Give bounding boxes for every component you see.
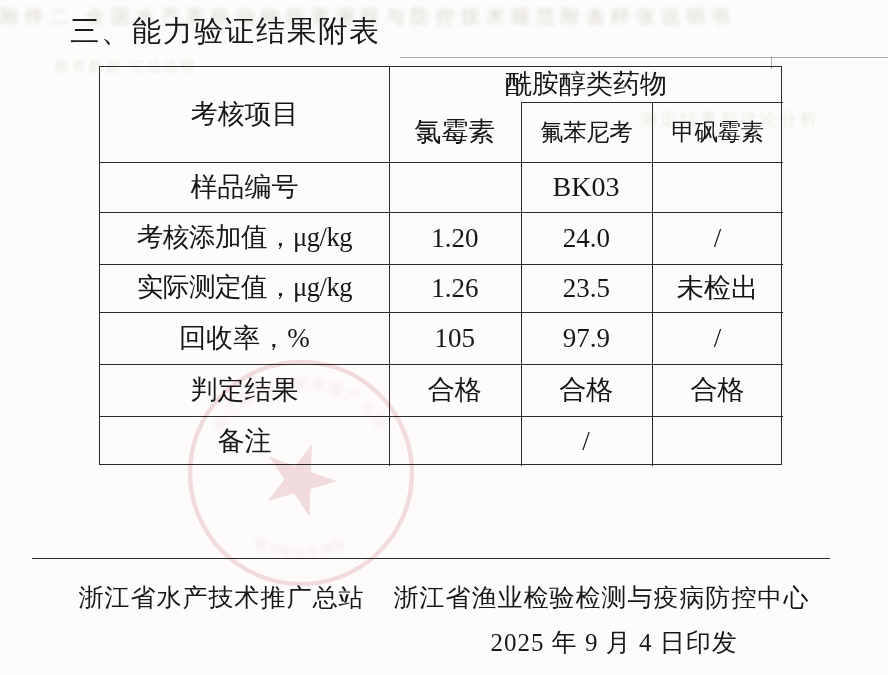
svg-text:能力验证专用章: 能力验证专用章 <box>253 535 350 560</box>
